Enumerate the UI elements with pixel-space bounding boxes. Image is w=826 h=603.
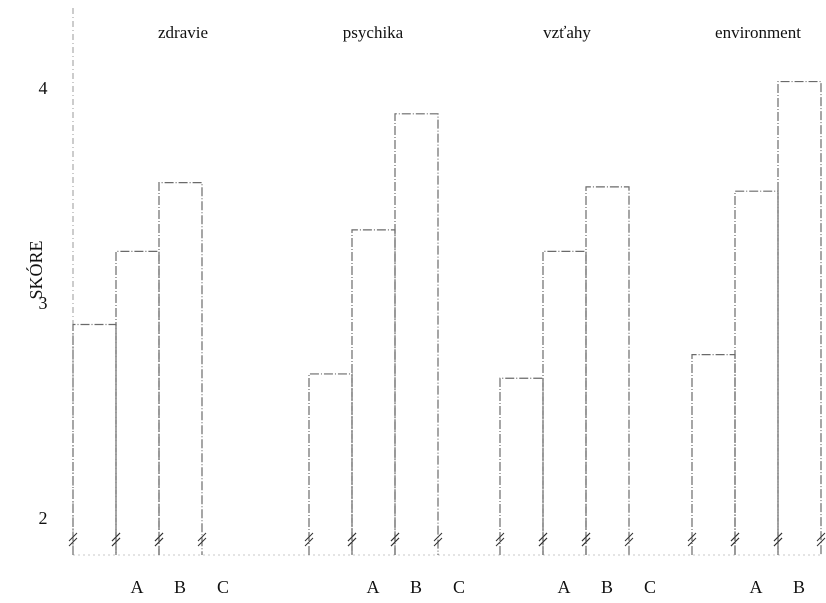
bar-psychika-A — [308, 373, 353, 555]
category-label: C — [217, 577, 229, 597]
bar-vzťahy-B — [542, 250, 587, 555]
category-label: A — [750, 577, 763, 597]
y-tick-label: 2 — [39, 508, 48, 528]
axis-break-mark — [816, 532, 826, 547]
y-axis-label: SKÓRE — [25, 240, 46, 299]
bar-zdravie-A — [72, 323, 117, 555]
axis-break-mark — [197, 532, 207, 547]
axis-break-mark — [390, 532, 400, 547]
axis-break-mark — [68, 532, 78, 547]
axes-layer — [72, 8, 822, 556]
bar-vzťahy-A — [499, 377, 544, 555]
axis-break-mark — [304, 532, 314, 547]
category-label: A — [367, 577, 380, 597]
y-tick-label: 4 — [39, 78, 48, 98]
axis-break-mark — [624, 532, 634, 547]
axis-break-mark — [347, 532, 357, 547]
axis-break-mark — [730, 532, 740, 547]
group-title: vzťahy — [543, 23, 591, 42]
axis-break-mark — [495, 532, 505, 547]
bar-environment-B — [734, 190, 779, 555]
category-label: C — [644, 577, 656, 597]
axis-break-mark — [154, 532, 164, 547]
bar-psychika-B — [351, 229, 396, 555]
bar-zdravie-C — [158, 182, 203, 555]
bar-environment-A — [691, 354, 736, 555]
category-label: B — [793, 577, 805, 597]
bars-layer — [68, 80, 826, 555]
y-tick-label: 3 — [39, 293, 48, 313]
axis-break-mark — [773, 532, 783, 547]
group-title: environment — [715, 23, 801, 42]
group-title: psychika — [343, 23, 404, 42]
axis-break-mark — [538, 532, 548, 547]
category-label: B — [410, 577, 422, 597]
bar-psychika-C — [394, 113, 439, 555]
axis-break-mark — [433, 532, 443, 547]
axis-break-mark — [687, 532, 697, 547]
category-label: A — [558, 577, 571, 597]
category-label: B — [174, 577, 186, 597]
group-title: zdravie — [158, 23, 208, 42]
bar-vzťahy-C — [585, 186, 630, 555]
bar-zdravie-B — [115, 250, 160, 555]
category-label: A — [131, 577, 144, 597]
category-label: C — [453, 577, 465, 597]
bar-environment-C — [777, 80, 822, 555]
axis-break-mark — [111, 532, 121, 547]
axis-break-mark — [581, 532, 591, 547]
category-label: B — [601, 577, 613, 597]
